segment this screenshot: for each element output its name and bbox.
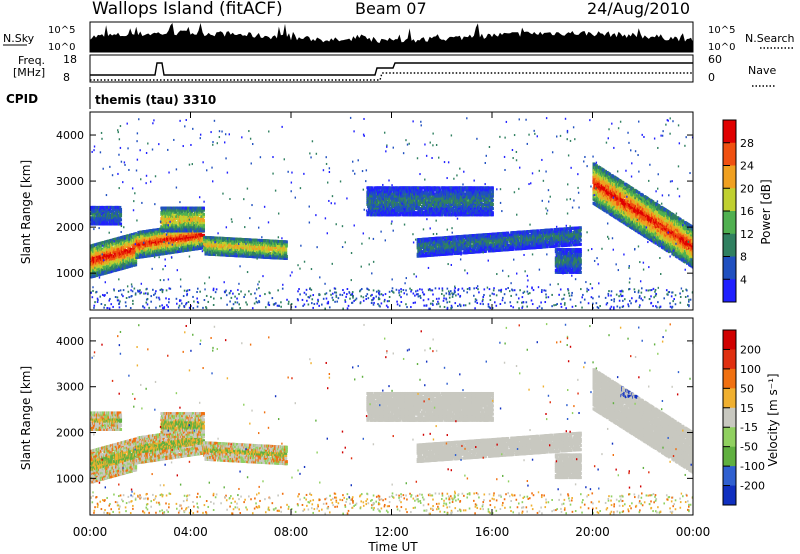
- time-tick-label: 04:00: [173, 525, 208, 539]
- range-tick-label: 4000: [56, 129, 84, 142]
- range-tick-label: 2000: [56, 427, 84, 440]
- velocity-colorbar: 200 100 50 15 -15 -50 -100 -200: [722, 329, 765, 506]
- freq-trace: [90, 62, 693, 76]
- time-tick-label: 20:00: [575, 525, 610, 539]
- velocity-heatmap: [90, 323, 693, 515]
- range-tick-label: 1000: [56, 267, 84, 280]
- time-axis: 00:00 04:00 08:00 12:00 16:00 20:00 00:00: [73, 112, 711, 539]
- nave-trace: [90, 72, 693, 81]
- time-tick-label: 00:00: [73, 525, 108, 539]
- station-title: Wallops Island (fitACF): [92, 0, 283, 19]
- velocity-colorbar-label: Velocity [m s⁻¹]: [766, 373, 780, 466]
- time-tick-label: 12:00: [374, 525, 409, 539]
- power-colorbar-label: Power [dB]: [759, 179, 773, 244]
- nsky-label: N.Sky: [3, 32, 35, 45]
- velocity-panel: 4000 3000 2000 1000 Slant Range [km]: [19, 317, 694, 516]
- range-tick-label: 3000: [56, 381, 84, 394]
- freq-tick-top: 18: [63, 53, 77, 66]
- time-tick-label: 08:00: [274, 525, 309, 539]
- colorbar-tick-label: 4: [740, 273, 747, 286]
- cpid-label: CPID: [6, 92, 38, 106]
- colorbar-tick-label: 16: [740, 205, 754, 218]
- power-heatmap: [90, 116, 693, 310]
- freq-unit-label: [MHz]: [13, 66, 45, 79]
- velocity-ylabel: Slant Range [km]: [19, 366, 33, 470]
- freq-panel: Freq. [MHz] 18 8 60 0 Nave: [13, 53, 776, 87]
- colorbar-tick-label: -15: [740, 421, 758, 434]
- time-tick-label: 00:00: [676, 525, 711, 539]
- time-axis-label: Time UT: [367, 540, 418, 554]
- range-tick-label: 2000: [56, 221, 84, 234]
- colorbar-tick-label: 100: [740, 363, 761, 376]
- freq-tick-bottom: 8: [63, 71, 70, 84]
- colorbar-tick-label: -50: [740, 441, 758, 454]
- nave-label: Nave: [748, 64, 776, 77]
- power-ylabel: Slant Range [km]: [19, 160, 33, 264]
- colorbar-tick-label: 24: [740, 160, 754, 173]
- colorbar-tick-label: -200: [740, 480, 765, 493]
- range-tick-label: 1000: [56, 472, 84, 485]
- colorbar-tick-label: 15: [740, 402, 754, 415]
- nsky-tick-top: 10^5: [48, 25, 75, 36]
- power-panel: 4000 3000 2000 1000 Slant Range [km]: [19, 111, 694, 311]
- colorbar-tick-label: 200: [740, 343, 761, 356]
- nsearch-tick-top: 10^5: [708, 25, 735, 36]
- nsearch-label: N.Search: [745, 32, 795, 45]
- freq-label: Freq.: [18, 54, 45, 67]
- nsky-tick-bottom: 10^0: [48, 42, 75, 53]
- beam-title: Beam 07: [355, 0, 427, 18]
- range-tick-label: 3000: [56, 175, 84, 188]
- range-tick-label: 4000: [56, 335, 84, 348]
- colorbar-tick-label: 8: [740, 251, 747, 264]
- date-title: 24/Aug/2010: [587, 0, 690, 18]
- nave-tick-top: 60: [708, 53, 722, 66]
- power-colorbar: 28 24 20 16 12 8 4: [722, 119, 754, 303]
- colorbar-tick-label: 20: [740, 182, 754, 195]
- nsky-trace: [90, 23, 693, 52]
- colorbar-tick-label: 50: [740, 382, 754, 395]
- colorbar-tick-label: -100: [740, 460, 765, 473]
- colorbar-tick-label: 28: [740, 137, 754, 150]
- time-tick-label: 16:00: [475, 525, 510, 539]
- cpid-value: themis (tau) 3310: [95, 93, 216, 107]
- nsearch-tick-bottom: 10^0: [708, 42, 735, 53]
- colorbar-tick-label: 12: [740, 228, 754, 241]
- nsky-panel: N.Sky 10^5 10^0 10^5 10^0 N.Search: [3, 21, 795, 53]
- nave-tick-bottom: 0: [708, 71, 715, 84]
